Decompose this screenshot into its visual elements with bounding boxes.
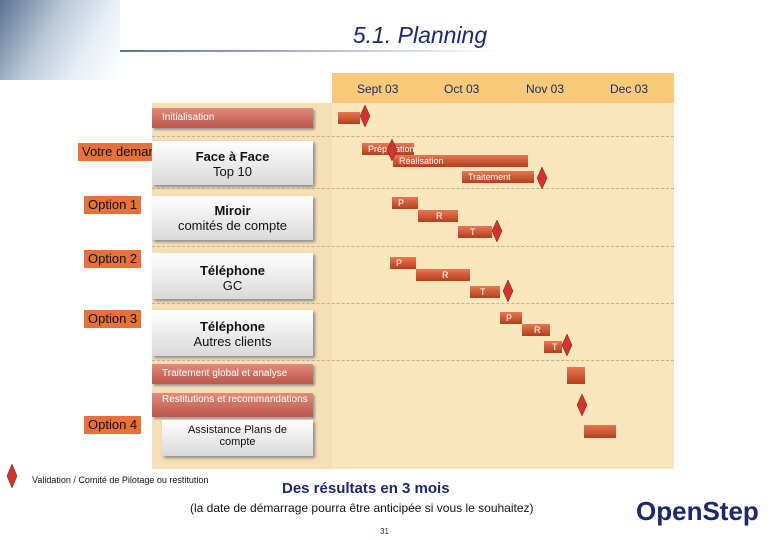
milestone-diamond <box>386 138 398 162</box>
row-separator <box>152 303 674 304</box>
phase-restitutions: Restitutions et recommandations <box>152 393 313 417</box>
legend-text: Validation / Comité de Pilotage ou resti… <box>32 475 209 485</box>
gantt-bar-r: R <box>418 210 458 222</box>
gantt-bar-traitement-global <box>567 367 585 384</box>
month-sept: Sept 03 <box>357 82 399 96</box>
row-separator <box>152 136 674 137</box>
milestone-diamond <box>536 166 548 190</box>
offer-miroir: Miroir comités de compte <box>152 196 313 240</box>
milestone-diamond <box>561 333 573 357</box>
milestone-diamond <box>491 219 503 243</box>
phase-traitement-global: Traitement global et analyse <box>152 364 313 384</box>
offer-face-a-face: Face à Face Top 10 <box>152 141 313 185</box>
header-photo <box>0 0 120 80</box>
offer-subtitle: GC <box>222 278 243 293</box>
openstep-logo: OpenStep <box>636 496 759 526</box>
row-separator <box>152 246 674 247</box>
gantt-bar-r: R <box>416 269 470 281</box>
page-number: 31 <box>380 527 389 536</box>
phase-initialisation: Initialisation <box>152 108 313 128</box>
offer-title: Téléphone <box>199 263 265 278</box>
row-label-option3: Option 3 <box>84 310 142 328</box>
offer-title: Miroir <box>214 203 251 218</box>
offer-subtitle: compte <box>219 436 256 448</box>
milestone-diamond <box>359 104 371 128</box>
offer-title: Téléphone <box>199 319 265 334</box>
gantt-bar-t: T <box>470 286 500 298</box>
gantt-bar-r: R <box>522 324 550 336</box>
legend-diamond <box>6 463 18 489</box>
offer-subtitle: comités de compte <box>177 218 288 233</box>
result-note: (la date de démarrage pourra être antici… <box>190 501 534 515</box>
gantt-bar-traitement: Traitement <box>462 171 534 183</box>
gantt-bar-t: T <box>544 341 562 353</box>
offer-title: Face à Face <box>195 149 270 164</box>
row-separator <box>152 188 674 189</box>
page-title: 5.1. Planning <box>352 22 488 48</box>
offer-telephone-gc: Téléphone GC <box>152 253 313 299</box>
result-title: Des résultats en 3 mois <box>282 480 450 497</box>
row-label-demande: Votre demande <box>78 143 175 161</box>
gantt-bar-t: T <box>458 226 492 238</box>
row-label-option1: Option 1 <box>84 196 142 214</box>
gantt-bar-p: P <box>390 257 416 269</box>
gantt-bar-p: P <box>500 312 522 324</box>
month-dec: Dec 03 <box>610 82 649 96</box>
gantt-bar-p: P <box>392 197 418 209</box>
row-label-option4: Option 4 <box>84 416 142 434</box>
row-separator <box>152 360 674 361</box>
month-oct: Oct 03 <box>444 82 480 96</box>
header-line <box>120 50 500 52</box>
gantt-bar-init <box>338 112 360 124</box>
milestone-diamond <box>576 393 588 417</box>
offer-title: Assistance Plans de <box>187 424 288 436</box>
offer-subtitle: Top 10 <box>212 164 253 179</box>
gantt-bar-assistance <box>584 425 616 438</box>
timeline-header <box>332 73 674 103</box>
offer-telephone-autres: Téléphone Autres clients <box>152 310 313 356</box>
milestone-diamond <box>502 279 514 303</box>
offer-subtitle: Autres clients <box>193 334 272 349</box>
month-nov: Nov 03 <box>526 82 565 96</box>
gantt-bar-realisation: Réalisation <box>393 155 528 167</box>
offer-assistance: Assistance Plans de compte <box>162 420 313 456</box>
row-label-option2: Option 2 <box>84 250 142 268</box>
